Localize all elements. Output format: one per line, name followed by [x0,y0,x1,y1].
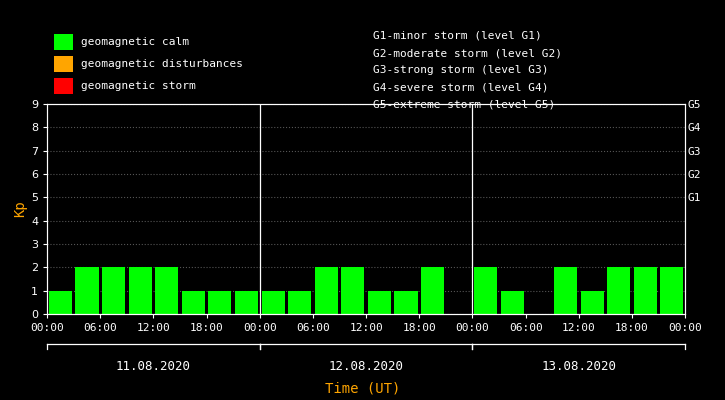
Bar [288,291,311,314]
Bar [49,291,72,314]
Bar [607,267,630,314]
Bar [262,291,285,314]
Text: Time (UT): Time (UT) [325,382,400,396]
Text: G1-minor storm (level G1): G1-minor storm (level G1) [373,31,542,41]
Bar [128,267,152,314]
Text: 11.08.2020: 11.08.2020 [116,360,191,373]
Bar [368,291,391,314]
Text: 13.08.2020: 13.08.2020 [542,360,616,373]
Bar [554,267,577,314]
Bar [182,291,205,314]
Text: G5-extreme storm (level G5): G5-extreme storm (level G5) [373,100,555,110]
Bar [315,267,338,314]
Bar [660,267,684,314]
Bar [394,291,418,314]
Text: G4-severe storm (level G4): G4-severe storm (level G4) [373,82,549,92]
Text: 12.08.2020: 12.08.2020 [328,360,404,373]
Bar [102,267,125,314]
Bar [341,267,365,314]
Text: G3-strong storm (level G3): G3-strong storm (level G3) [373,65,549,75]
Bar [208,291,231,314]
Bar [634,267,657,314]
Bar [75,267,99,314]
Text: geomagnetic calm: geomagnetic calm [81,37,189,47]
Bar [421,267,444,314]
Bar [581,291,604,314]
Bar [155,267,178,314]
Bar [235,291,258,314]
Text: geomagnetic storm: geomagnetic storm [81,81,196,91]
Y-axis label: Kp: Kp [13,201,27,217]
Bar [474,267,497,314]
Bar [501,291,524,314]
Text: geomagnetic disturbances: geomagnetic disturbances [81,59,243,69]
Text: G2-moderate storm (level G2): G2-moderate storm (level G2) [373,48,563,58]
